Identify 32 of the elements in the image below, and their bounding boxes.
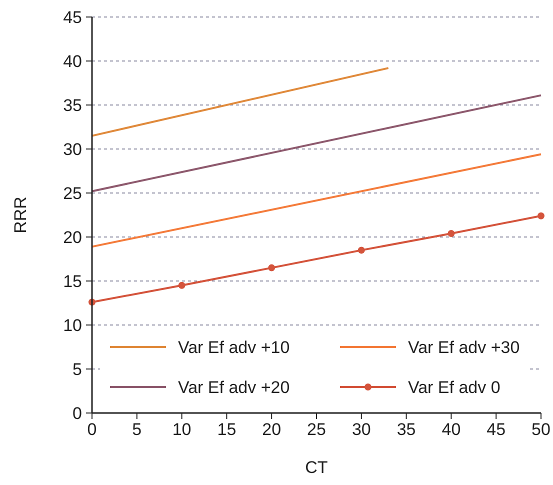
point (268, 264, 276, 272)
x-tick-label: 35 (396, 420, 416, 439)
y-tick-label: 30 (63, 140, 82, 159)
point (358, 246, 365, 254)
point (178, 282, 186, 289)
legend-label: Var Ef adv +20 (178, 378, 290, 397)
x-tick-label: 50 (532, 420, 550, 439)
y-axis-title: RRR (11, 196, 30, 234)
y-tick-label: 0 (72, 404, 82, 423)
y-tick-label: 15 (63, 272, 82, 291)
y-tick-label: 40 (63, 52, 82, 71)
y-tick-label: 5 (72, 360, 82, 379)
legend-label: Var Ef adv +30 (408, 338, 520, 357)
x-tick-label: 45 (486, 420, 506, 439)
x-tick-label: 30 (352, 420, 371, 439)
legend-label: Var Ef adv +10 (178, 338, 290, 357)
x-tick-label: 40 (442, 420, 461, 439)
x-tick-label: 0 (87, 420, 97, 439)
y-tick-label: 35 (63, 96, 82, 115)
x-tick-label: 20 (262, 420, 282, 439)
legend-label: Var Ef adv 0 (408, 378, 500, 397)
point (448, 230, 455, 237)
x-tick-label: 25 (307, 420, 326, 439)
x-axis-title: CT (305, 458, 328, 477)
point (538, 212, 544, 220)
x-tick-label: 15 (217, 420, 236, 439)
y-tick-label: 25 (63, 184, 82, 203)
y-tick-label: 10 (63, 316, 82, 335)
y-tick-label: 45 (63, 8, 82, 27)
y-tick-label: 20 (63, 228, 82, 247)
x-tick-label: 10 (172, 420, 192, 439)
x-tick-label: 5 (132, 420, 142, 439)
